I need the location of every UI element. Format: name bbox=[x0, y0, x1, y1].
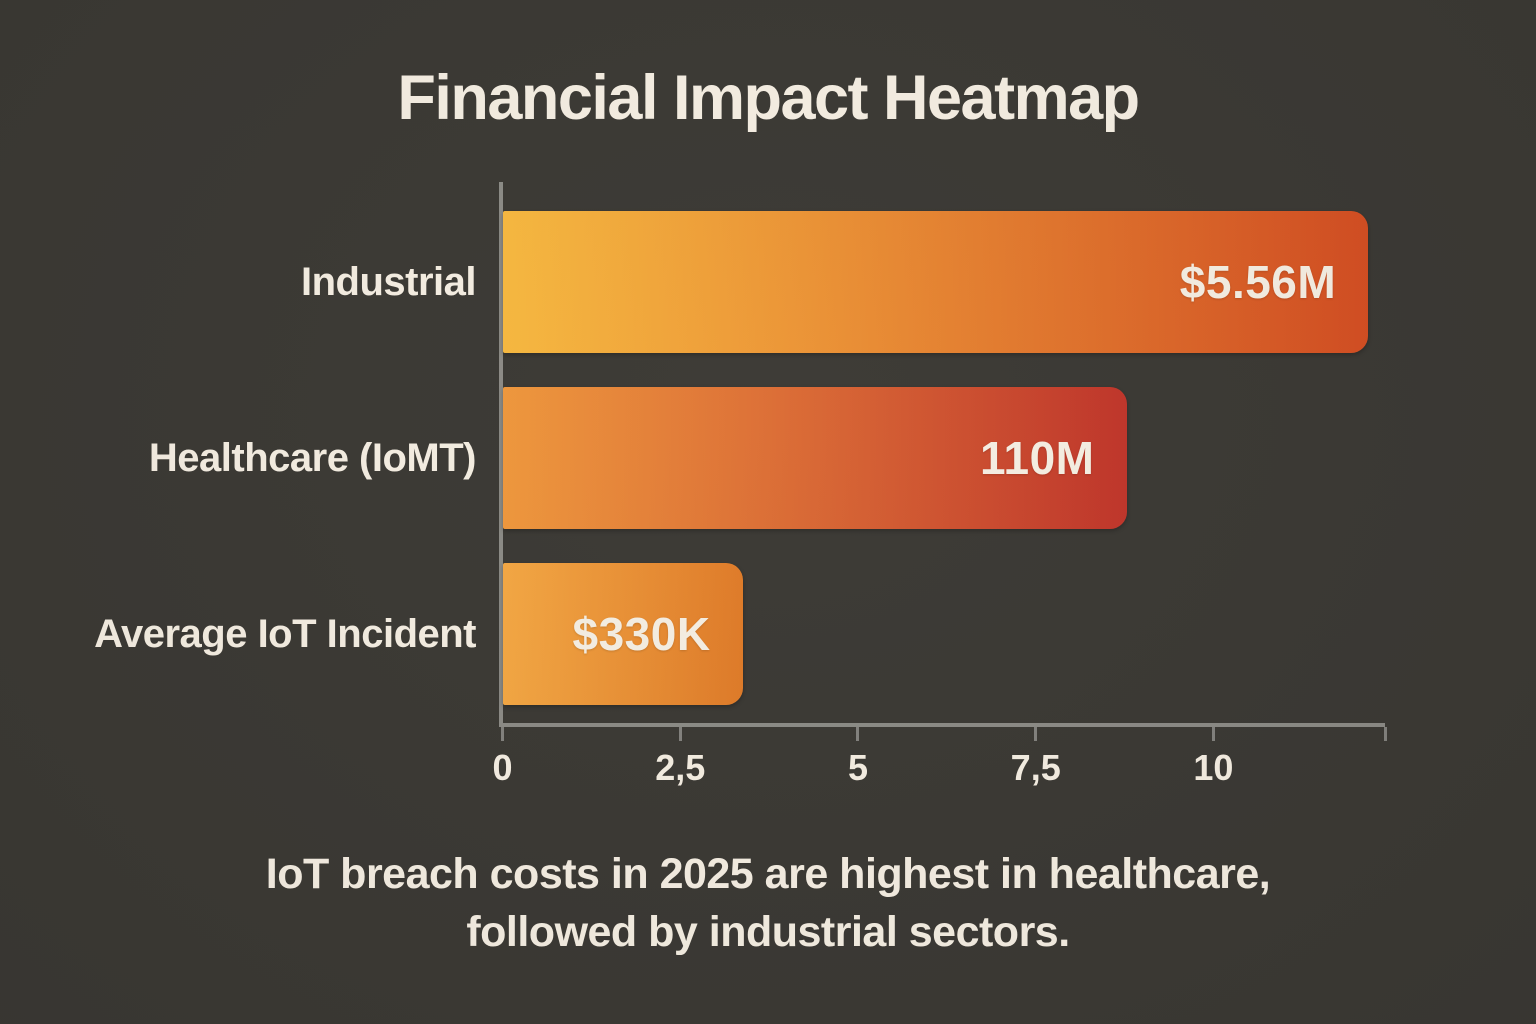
bar-row-industrial: Industrial $5.56M bbox=[301, 211, 1385, 353]
x-tick-label: 7,5 bbox=[1010, 747, 1061, 788]
x-tick: 7,5 bbox=[1011, 727, 1061, 788]
category-label-healthcare-iomt: Healthcare (IoMT) bbox=[148, 435, 477, 480]
x-axis-line bbox=[499, 723, 1385, 727]
x-tick-label: 10 bbox=[1193, 747, 1234, 788]
bar-value-label-healthcare-iomt: 110M bbox=[979, 432, 1095, 484]
x-tick: 5 bbox=[848, 727, 868, 788]
x-tick: 0 bbox=[492, 727, 513, 788]
bar-industrial: $5.56M bbox=[503, 211, 1369, 353]
x-tick bbox=[1384, 727, 1387, 741]
bar-healthcare-iomt: 110M bbox=[503, 387, 1127, 529]
bar-row-average-iot-incident: Average IoT Incident $330K bbox=[94, 563, 1385, 705]
x-tick-label: 2,5 bbox=[655, 747, 706, 788]
chart-caption: IoT breach costs in 2025 are highest in … bbox=[0, 845, 1536, 961]
x-tick-label: 5 bbox=[847, 747, 868, 788]
chart-title: Financial Impact Heatmap bbox=[397, 63, 1140, 133]
category-label-average-iot-incident: Average IoT Incident bbox=[94, 611, 476, 656]
category-label-industrial: Industrial bbox=[300, 259, 477, 304]
plot-area: Industrial $5.56M Healthcare (IoMT) 110M… bbox=[94, 182, 1387, 788]
caption-line-1: IoT breach costs in 2025 are highest in … bbox=[265, 850, 1271, 898]
y-axis-line bbox=[499, 182, 503, 727]
bar-value-label-average-iot-incident: $330K bbox=[572, 608, 711, 660]
x-tick: 10 bbox=[1193, 727, 1233, 788]
bar-row-healthcare-iomt: Healthcare (IoMT) 110M bbox=[149, 387, 1385, 529]
caption-line-2: followed by industrial sectors. bbox=[466, 908, 1070, 956]
x-tick-label: 0 bbox=[492, 747, 513, 788]
bar-value-label-industrial: $5.56M bbox=[1179, 256, 1337, 308]
bar-average-iot-incident: $330K bbox=[503, 563, 743, 705]
x-tick: 2,5 bbox=[655, 727, 705, 788]
